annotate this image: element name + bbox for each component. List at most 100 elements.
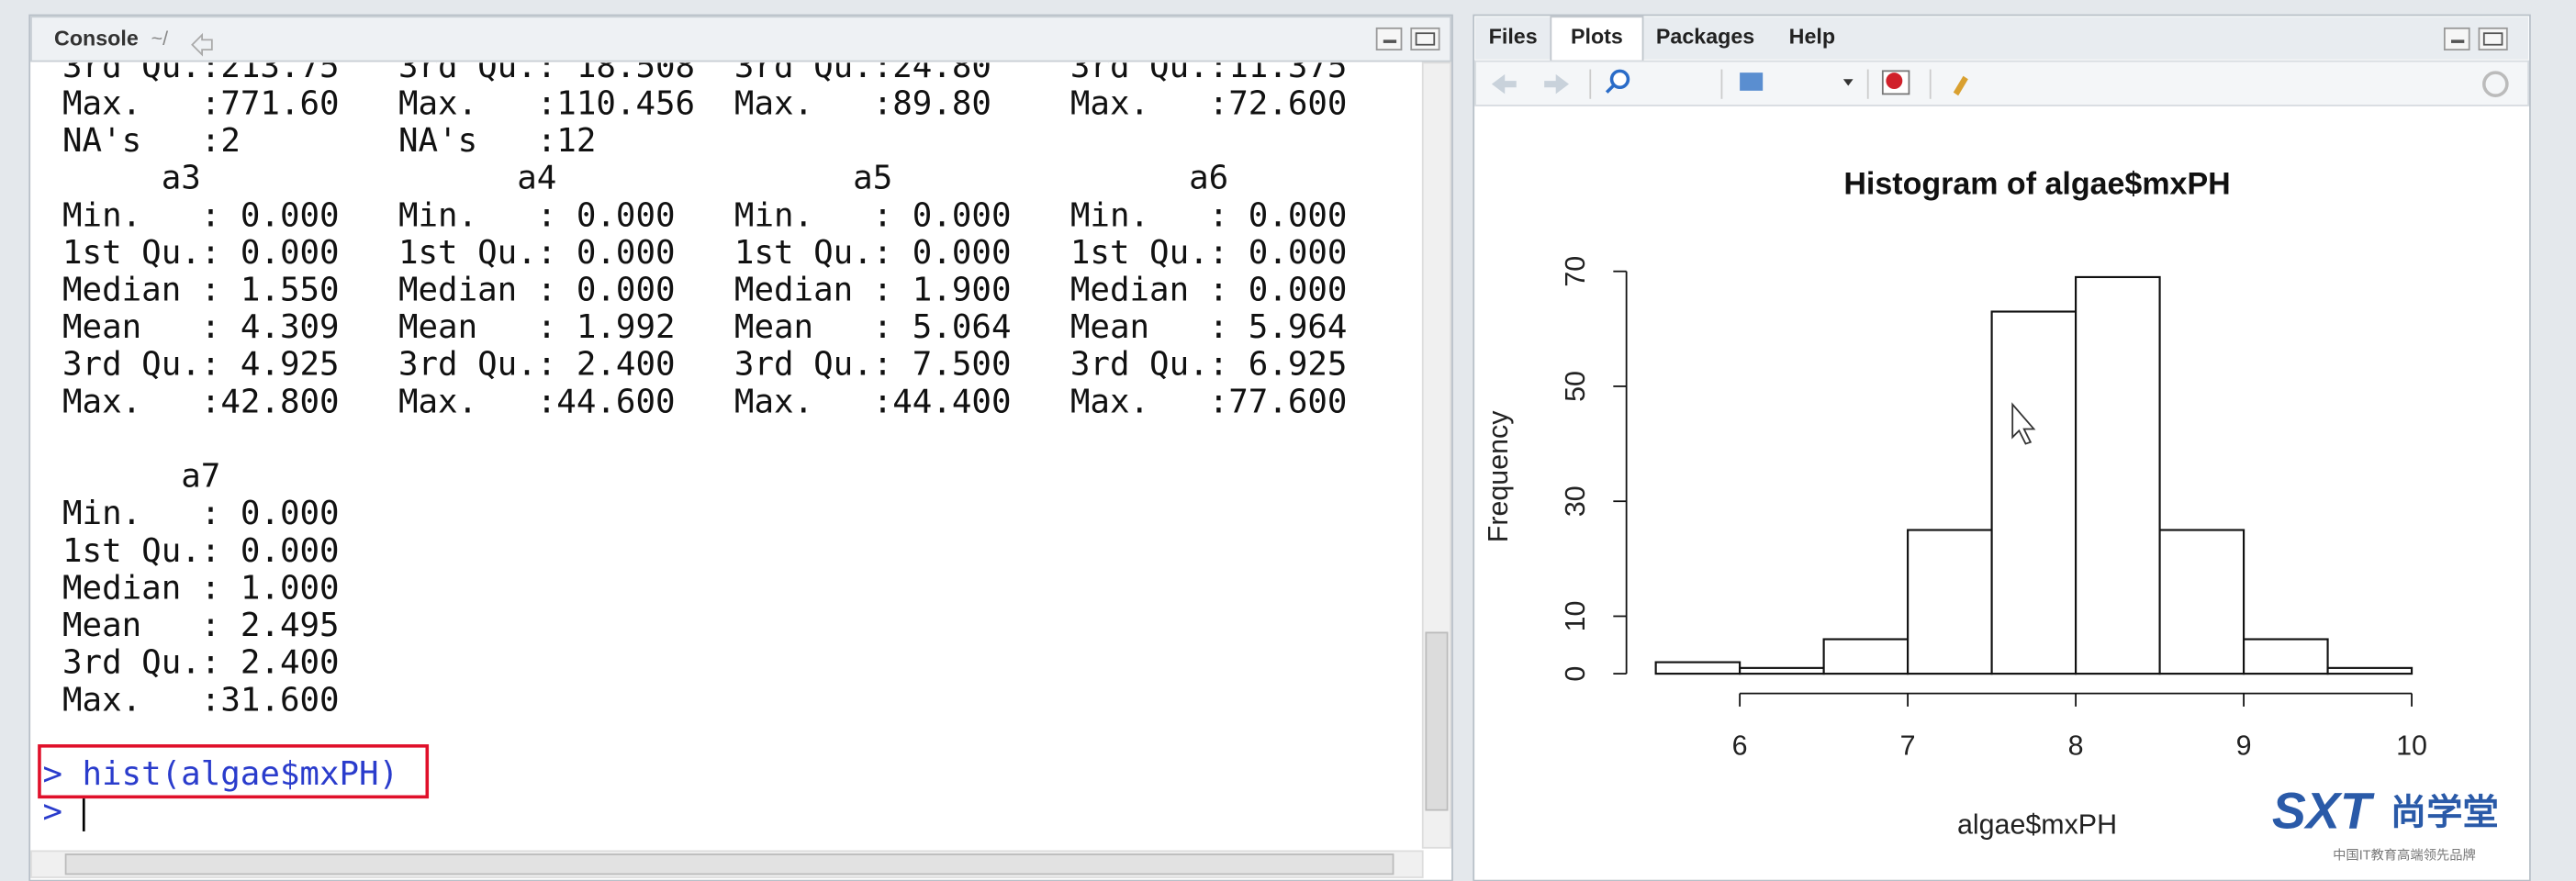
scroll-thumb[interactable]	[64, 853, 1394, 875]
console-cell: Mean : 4.309	[62, 308, 340, 346]
forward-button[interactable]	[1544, 73, 1570, 95]
console-cell: Max. :42.800	[62, 383, 340, 420]
zoom-icon[interactable]	[1609, 69, 1630, 90]
console-cell: Mean : 5.964	[1070, 308, 1348, 346]
x-tick-label: 6	[1732, 730, 1748, 762]
console-cell: Min. : 0.000	[62, 495, 340, 532]
console-cell: Max. :44.400	[734, 383, 1012, 420]
console-cell: a4	[398, 160, 556, 197]
console-cell: Median : 1.000	[62, 569, 340, 607]
prompt: >	[43, 793, 63, 831]
console-pane	[28, 14, 1453, 881]
x-tick-label: 7	[1900, 730, 1916, 762]
bar	[2242, 638, 2329, 675]
console-cell: Min. : 0.000	[398, 196, 676, 234]
console-cell: NA's :12	[398, 122, 596, 160]
export-dropdown[interactable]	[1842, 79, 1854, 86]
y-tick-label: 0	[1560, 666, 1591, 682]
bar	[1907, 529, 1993, 675]
x-tick-label: 9	[2236, 730, 2252, 762]
active-tab	[1550, 16, 1644, 62]
tab[interactable]: Plots	[1571, 25, 1623, 49]
console-cell: Median : 1.550	[62, 272, 340, 309]
console-cell: 3rd Qu.: 6.925	[1070, 346, 1348, 384]
console-cell: Mean : 1.992	[398, 308, 676, 346]
tab[interactable]: Packages	[1656, 25, 1754, 49]
console-cell: Min. : 0.000	[734, 196, 1012, 234]
console-cell: 1st Qu.: 0.000	[398, 234, 676, 272]
console-cell: Max. :771.60	[62, 84, 340, 122]
console-title: Console	[54, 26, 139, 50]
mouse-pointer	[2011, 402, 2036, 445]
bar	[1739, 666, 1825, 675]
console-cell: 3rd Qu.: 18.508	[398, 48, 695, 85]
console-cell: Mean : 2.495	[62, 607, 340, 644]
watermark-brand: SXT	[2272, 783, 2375, 840]
x-tick-label: 8	[2068, 730, 2084, 762]
highlight-box	[38, 744, 430, 799]
command: hist(algae$mxPH)	[82, 755, 398, 793]
console-output: 3rd Qu.:213.75 3rd Qu.: 18.508 3rd Qu.:24.…	[62, 48, 1348, 719]
console-cell: Max. :44.600	[398, 383, 676, 420]
console-cell: Mean : 5.064	[734, 308, 1012, 346]
console-cell: 3rd Qu.: 4.925	[62, 346, 340, 384]
y-axis-label: Frequency	[1483, 410, 1514, 542]
console-cell: 1st Qu.: 0.000	[1070, 234, 1348, 272]
plot-title: Histogram of algae$mxPH	[1843, 167, 2230, 202]
prompt: >	[43, 755, 63, 793]
histogram: Histogram of algae$mxPH algae$mxPH Frequen…	[1483, 167, 2427, 841]
y-tick-label: 70	[1560, 256, 1591, 287]
tab[interactable]: Files	[1489, 25, 1538, 49]
toolbar	[1474, 60, 2529, 106]
console-cell: Max. :110.456	[398, 84, 695, 122]
watermark-name: 尚学堂	[2391, 792, 2499, 832]
console-cell: NA's :2	[62, 122, 241, 160]
console-cell: Max. :31.600	[62, 681, 340, 719]
bar	[2326, 666, 2414, 675]
y-tick-label: 50	[1560, 371, 1591, 402]
y-tick-label: 30	[1560, 485, 1591, 517]
console-cell: Max. :72.600	[1070, 84, 1348, 122]
x-axis-label: algae$mxPH	[1957, 809, 2117, 841]
console-cell: Min. : 0.000	[62, 196, 340, 234]
minimize-button[interactable]	[1375, 27, 1403, 50]
console-cell: 3rd Qu.: 2.400	[62, 644, 340, 682]
refresh-button[interactable]	[2481, 71, 2509, 97]
back-button[interactable]	[1491, 73, 1517, 95]
bar	[1822, 638, 1910, 675]
console-cell: 3rd Qu.:24.80	[734, 48, 991, 85]
console-cell: Min. : 0.000	[1070, 196, 1348, 234]
x-tick-label: 10	[2396, 730, 2427, 762]
console-cell: a7	[62, 458, 220, 496]
y-tick-label: 10	[1560, 601, 1591, 632]
scroll-thumb[interactable]	[1425, 631, 1449, 811]
console-header	[30, 16, 1452, 62]
minimize-button[interactable]	[2443, 27, 2470, 50]
clear-icon[interactable]	[1953, 75, 1968, 96]
console-cell: 3rd Qu.: 7.500	[734, 346, 1012, 384]
tab[interactable]: Help	[1789, 25, 1835, 49]
console-cell: 1st Qu.: 0.000	[734, 234, 1012, 272]
export-icon[interactable]	[1740, 72, 1764, 91]
console-path: ~/	[151, 28, 169, 50]
console-cell: Median : 0.000	[398, 272, 676, 309]
console-cell: Max. :77.600	[1070, 383, 1348, 420]
console-cell: Median : 1.900	[734, 272, 1012, 309]
go-dir-icon[interactable]	[191, 32, 213, 57]
console-cell: Max. :89.80	[734, 84, 991, 122]
watermark-slogan: 中国IT教育高端领先品牌	[2333, 848, 2476, 864]
tab-bar	[1475, 17, 2529, 60]
bar	[1654, 661, 1742, 675]
console-cell: 1st Qu.: 0.000	[62, 532, 340, 570]
console-cell: a6	[1070, 160, 1228, 197]
console-cell: 3rd Qu.: 2.400	[398, 346, 676, 384]
bar	[1990, 310, 2078, 675]
console-cell: Median : 0.000	[1070, 272, 1348, 309]
bar	[2158, 529, 2246, 675]
console-cell: 3rd Qu.:11.375	[1070, 48, 1348, 85]
console-cell: a5	[734, 160, 892, 197]
console-cell: 1st Qu.: 0.000	[62, 234, 340, 272]
console-cell: a3	[62, 160, 201, 197]
